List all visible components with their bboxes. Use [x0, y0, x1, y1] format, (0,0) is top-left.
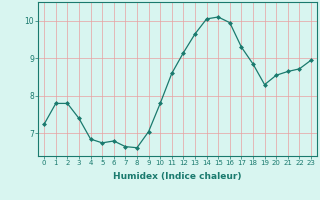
X-axis label: Humidex (Indice chaleur): Humidex (Indice chaleur) [113, 172, 242, 181]
